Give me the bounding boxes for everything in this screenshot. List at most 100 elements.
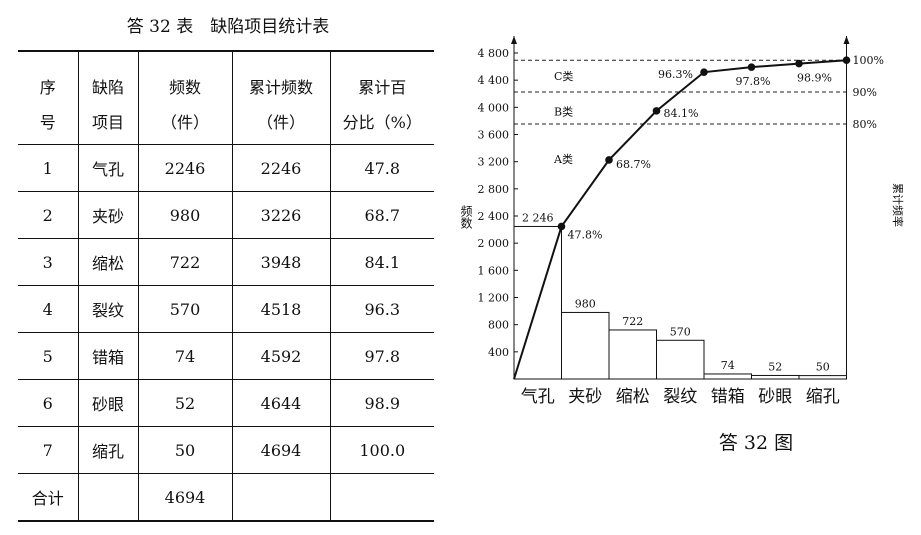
y-tick-label: 800 <box>488 319 509 332</box>
table-cell <box>330 473 434 522</box>
y-tick-label: 2 000 <box>478 237 510 250</box>
y-axis-label: 频数 <box>459 205 473 230</box>
table-cell: 缩松 <box>78 238 139 286</box>
column-header: 序 <box>18 50 79 98</box>
y-tick-label: 3 200 <box>478 156 510 169</box>
table-row: 2 夹砂 980 3226 68.7 <box>18 191 434 239</box>
column-header: 累计百 <box>330 50 434 98</box>
cumulative-line <box>513 59 847 380</box>
table-cell: 缩孔 <box>78 426 139 474</box>
table-cell: 6 <box>18 379 79 427</box>
y-tick-label: 400 <box>488 346 509 359</box>
table-cell: 68.7 <box>330 191 434 239</box>
table-row: 5 错箱 74 4592 97.8 <box>18 332 434 380</box>
table-cell: 74 <box>138 332 233 380</box>
left-axis-arrow <box>511 36 517 44</box>
bar-value-label: 570 <box>670 325 691 338</box>
table-cell: 96.3 <box>330 285 434 333</box>
table-cell: 4694 <box>232 426 331 474</box>
zone-label: C类 <box>554 69 573 83</box>
column-header: 号 <box>18 98 79 145</box>
zone-label: A类 <box>553 152 573 166</box>
column-header: （件） <box>232 98 331 145</box>
bar-value-label: 74 <box>721 359 735 372</box>
table-cell: 裂纹 <box>78 285 139 333</box>
table-cell: 100.0 <box>330 426 434 474</box>
table-cell: 砂眼 <box>78 379 139 427</box>
bar-value-label: 722 <box>622 315 643 328</box>
table-cell: 2 <box>18 191 79 239</box>
table-row: 3 缩松 722 3948 84.1 <box>18 238 434 286</box>
column-header: 缺陷 <box>78 50 139 98</box>
table-row: 4 裂纹 570 4518 96.3 <box>18 285 434 333</box>
column-header: 分比（%） <box>330 98 434 145</box>
bar-value-label: 52 <box>768 360 782 373</box>
cumulative-percent-label: 98.9% <box>797 72 832 85</box>
y-tick-label: 2 400 <box>478 210 510 223</box>
table-cell <box>232 473 331 522</box>
table-row: 6 砂眼 52 4644 98.9 <box>18 379 434 427</box>
table-cell: 3948 <box>232 238 331 286</box>
column-header: 累计频数 <box>232 50 331 98</box>
bar <box>656 339 705 380</box>
y-tick-label: 2 800 <box>478 183 510 196</box>
cumulative-percent-label: 97.8% <box>736 75 771 88</box>
right-tick-label: 90% <box>853 86 877 99</box>
defect-statistics-table: 序缺陷 频数 累计频数 累计百号项目 （件） （件） 分比（%） 1 气孔 2246 2246 47… <box>18 50 434 522</box>
zone-label: B类 <box>554 104 573 118</box>
y-tick-label: 1 600 <box>478 264 510 277</box>
table-cell: 97.8 <box>330 332 434 380</box>
table-cell: 722 <box>138 238 233 286</box>
cumulative-point <box>605 156 613 164</box>
table-cell: 3226 <box>232 191 331 239</box>
y-tick-label: 1 200 <box>478 292 510 305</box>
cumulative-curve-group <box>513 56 851 380</box>
table-cell: 52 <box>138 379 233 427</box>
cumulative-percent-label: 47.8% <box>568 228 603 241</box>
bar <box>751 374 800 380</box>
table-cell: 980 <box>138 191 233 239</box>
cumulative-point <box>747 63 756 71</box>
table-cell: 7 <box>18 426 79 474</box>
table-cell: 2246 <box>232 144 331 192</box>
x-tick-label: 裂纹 <box>663 387 697 407</box>
table-cell: 4 <box>18 285 79 333</box>
table-header-row: 号项目 （件） （件） 分比（%） <box>18 98 434 145</box>
cumulative-point <box>557 222 566 231</box>
bar <box>561 311 610 380</box>
table-row: 7 缩孔 50 4694 100.0 <box>18 426 434 474</box>
pareto-chart: 100% 90% 80% C类 B类 A类 2 246 980 722 570 74 52 50 400 8… <box>459 36 905 454</box>
right-axis-arrow <box>843 36 850 44</box>
table-cell: 5 <box>18 332 79 380</box>
table-body: 1 气孔 2246 2246 47.8 2 夹砂 980 3226 68.7 3 缩松 722 3948 8… <box>18 144 434 522</box>
table-row: 合计 4694 <box>18 473 434 522</box>
bar <box>798 375 847 380</box>
table-cell <box>78 473 139 522</box>
table-cell: 合计 <box>18 473 79 522</box>
x-tick-label: 缩松 <box>616 387 650 407</box>
table-cell: 84.1 <box>330 238 434 286</box>
table-cell: 4644 <box>232 379 331 427</box>
table-header-row: 序缺陷 频数 累计频数 累计百 <box>18 50 434 98</box>
table-cell: 4518 <box>232 285 331 333</box>
table-cell: 98.9 <box>330 379 434 427</box>
labels-group: 100% 90% 80% C类 B类 A类 2 246 980 722 570 74 52 50 400 8… <box>459 47 905 454</box>
y-tick-label: 4 800 <box>478 47 510 60</box>
table-cell: 气孔 <box>78 144 139 192</box>
table-row: 1 气孔 2246 2246 47.8 <box>18 144 434 192</box>
table-cell: 570 <box>138 285 233 333</box>
x-tick-label: 气孔 <box>521 387 555 407</box>
table-cell: 2246 <box>138 144 233 192</box>
bar-value-label: 980 <box>575 297 596 310</box>
cumulative-point <box>795 59 803 68</box>
table-cell: 夹砂 <box>78 191 139 239</box>
column-header: （件） <box>138 98 233 145</box>
chart-title: 答 32 图 <box>719 432 793 454</box>
bar <box>608 329 657 380</box>
cumulative-point <box>842 56 851 64</box>
cumulative-percent-label: 68.7% <box>616 158 651 171</box>
cumulative-point <box>652 107 661 115</box>
y2-axis-label: 累计频率 <box>891 183 905 227</box>
x-tick-label: 缩孔 <box>806 387 840 407</box>
column-header: 项目 <box>78 98 139 145</box>
